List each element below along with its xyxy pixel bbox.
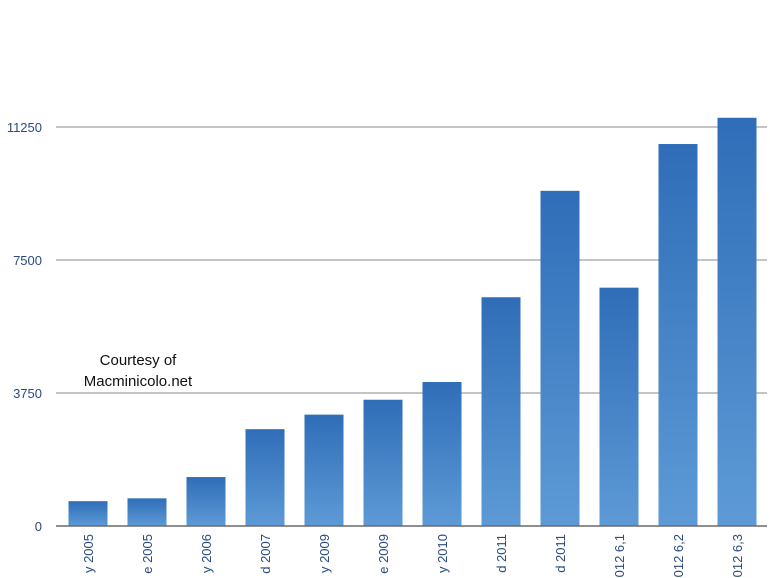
bar [717,117,757,527]
x-tick-label: 012 6,1 [612,534,627,577]
x-tick-label: d 2007 [258,534,273,574]
x-tick-label: 012 6,2 [671,534,686,577]
bars [68,117,757,527]
x-tick-label: e 2005 [140,534,155,574]
bar [599,287,639,526]
y-axis-ticks: 0 3750 7500 11250 15000 [6,0,42,534]
x-tick-label: y 2010 [435,534,450,573]
bar [304,414,344,526]
y-tick-label: 11250 [7,120,42,135]
x-tick-label: e 2009 [376,534,391,574]
y-tick-label: 15000 [6,0,42,2]
x-tick-label: y 2005 [81,534,96,573]
bar [540,190,580,526]
y-tick-label: 0 [35,519,42,534]
bar [68,501,108,526]
y-tick-label: 3750 [13,386,42,401]
bar [186,477,226,526]
bar [658,144,698,527]
bar [245,429,285,526]
x-axis-ticks: y 2005 e 2005 y 2006 d 2007 y 2009 e 2009 y 20… [81,534,745,577]
x-tick-label: 012 6,3 [730,534,745,577]
x-tick-label: y 2006 [199,534,214,573]
bar [127,498,167,526]
x-tick-label: d 2011 [494,534,509,573]
x-tick-label: y 2009 [317,534,332,573]
bar [363,399,403,526]
y-tick-label: 7500 [13,253,42,268]
bar [422,382,462,526]
annotation-line-2: Macminicolo.net [84,373,193,390]
annotation-line-1: Courtesy of [100,352,178,369]
gridlines [56,126,767,394]
x-tick-label: d 2011 [553,534,568,573]
bar [481,297,521,526]
